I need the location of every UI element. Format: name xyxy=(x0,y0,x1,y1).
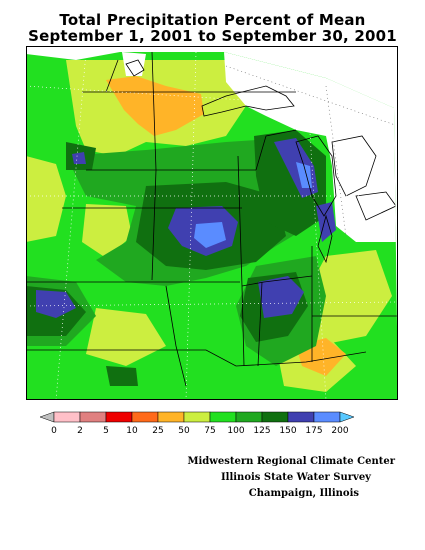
legend-label: 50 xyxy=(178,426,190,436)
legend-label: 0 xyxy=(51,426,57,436)
precip-northeast-verywet-region xyxy=(254,130,326,236)
legend-label: 2 xyxy=(77,426,83,436)
legend-swatch xyxy=(53,411,81,423)
legend-arrow-high xyxy=(339,411,355,423)
precip-south-verywet-region xyxy=(106,366,138,386)
legend-label: 5 xyxy=(103,426,109,436)
credit-center: Midwestern Regional Climate Center xyxy=(187,456,395,467)
legend-swatch xyxy=(235,411,263,423)
legend-swatch xyxy=(157,411,185,423)
precip-nw-heavy-region xyxy=(72,152,86,164)
no-data-region-northeast xyxy=(326,78,398,242)
map-date-range: September 1, 2001 to September 30, 2001 xyxy=(28,27,397,45)
color-legend: 0 2 5 10 25 50 75 100 125 150 175 200 xyxy=(39,411,355,436)
legend-swatch xyxy=(105,411,133,423)
legend-label: 10 xyxy=(126,426,138,436)
precip-east-heavy-region xyxy=(258,276,304,318)
map-title: Total Precipitation Percent of Mean xyxy=(59,11,366,29)
legend-label: 150 xyxy=(279,426,296,436)
legend-label: 25 xyxy=(152,426,163,436)
legend-swatch xyxy=(287,411,315,423)
precipitation-map xyxy=(26,46,398,400)
legend-label: 200 xyxy=(331,426,348,436)
credit-location: Champaign, Illinois xyxy=(248,488,359,499)
credit-survey: Illinois State Water Survey xyxy=(220,472,371,483)
legend-label: 75 xyxy=(204,426,215,436)
precip-central-extreme-region xyxy=(194,222,226,248)
legend-label: 125 xyxy=(253,426,270,436)
no-data-region-north xyxy=(224,52,326,136)
map-frame xyxy=(26,46,398,400)
legend-swatch xyxy=(79,411,107,423)
state-boundaries xyxy=(26,52,398,387)
legend-swatch xyxy=(313,411,341,423)
legend-arrow-low xyxy=(39,411,55,423)
no-data-region-lake xyxy=(122,52,146,76)
legend-label: 100 xyxy=(227,426,244,436)
precip-west-yellow-region xyxy=(26,156,66,242)
precip-west-heavy-region xyxy=(36,290,76,318)
legend-label: 175 xyxy=(305,426,322,436)
precip-north-orange-region xyxy=(106,76,204,136)
legend-swatch xyxy=(183,411,211,423)
precip-south-yellow-region xyxy=(86,308,166,366)
legend-swatch xyxy=(261,411,289,423)
legend-swatch xyxy=(131,411,159,423)
precip-west-yellow-region2 xyxy=(82,204,132,258)
legend-swatch xyxy=(209,411,237,423)
